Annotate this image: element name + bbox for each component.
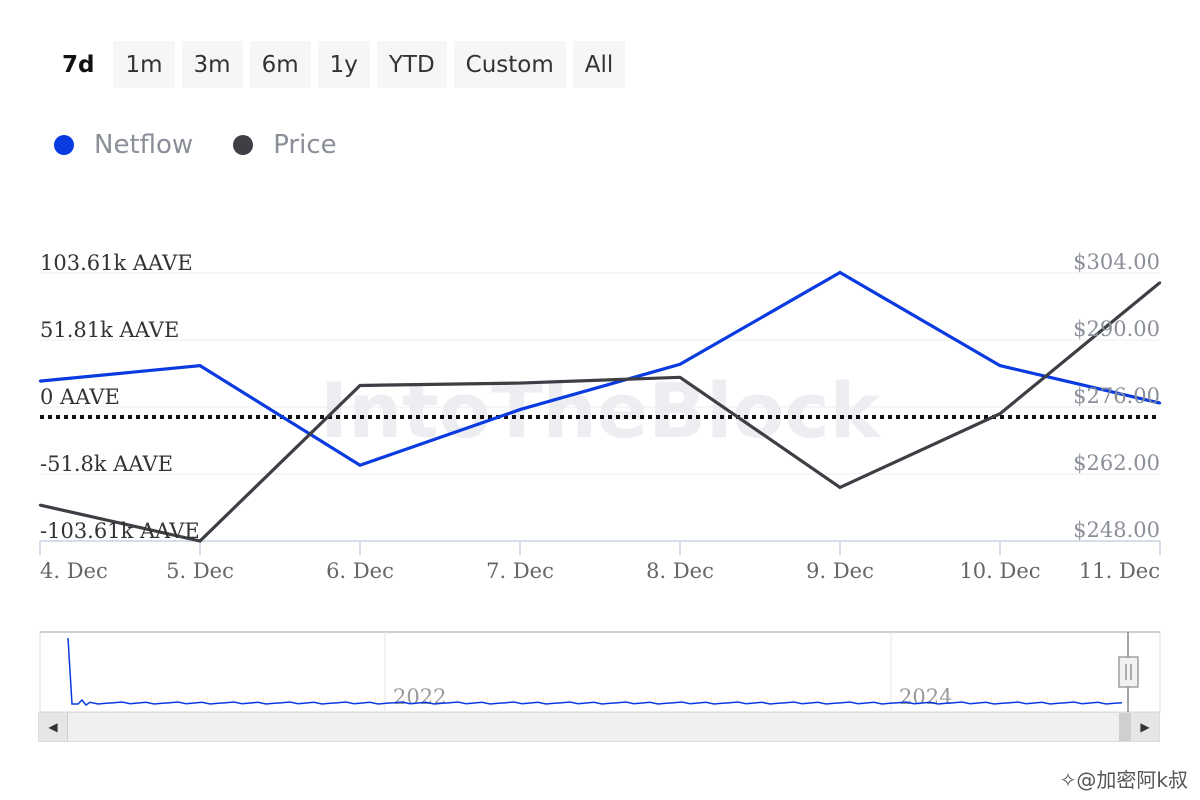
x-tick-label: 5. Dec [166, 559, 234, 583]
x-tick-label: 6. Dec [326, 559, 394, 583]
data-point-price [1158, 281, 1162, 284]
navigator-handle-icon [1118, 656, 1139, 688]
x-tick-label: 9. Dec [806, 559, 874, 583]
range-custom-button[interactable]: Custom [453, 41, 566, 88]
x-tick-label: 11. Dec [1079, 559, 1160, 583]
y-right-tick-label: $304.00 [1073, 250, 1160, 274]
range-all-button[interactable]: All [572, 41, 626, 88]
scrollbar-thumb[interactable] [1119, 713, 1131, 741]
range-7d-button[interactable]: 7d [50, 41, 107, 88]
y-left-tick-label: 103.61k AAVE [40, 251, 193, 275]
y-left-tick-label: -103.61k AAVE [40, 519, 200, 543]
legend-item-netflow[interactable]: Netflow [54, 130, 193, 160]
legend-label-price: Price [273, 130, 337, 160]
data-point-price [358, 384, 362, 387]
data-point-netflow [358, 463, 362, 467]
y-right-tick-label: $262.00 [1073, 451, 1160, 475]
y-right-tick-label: $276.00 [1073, 384, 1160, 408]
scroll-left-arrow-icon[interactable]: ◀ [39, 713, 68, 741]
range-6m-button[interactable]: 6m [249, 41, 311, 88]
data-point-price [518, 381, 522, 385]
x-tick-label: 4. Dec [40, 559, 108, 583]
legend-item-price[interactable]: Price [233, 130, 337, 160]
price-dot-icon [233, 135, 254, 155]
data-point-price [838, 486, 842, 489]
y-left-tick-label: 0 AAVE [40, 385, 120, 409]
chart-legend: Netflow Price [54, 130, 377, 160]
range-ytd-button[interactable]: YTD [376, 41, 447, 88]
data-point-netflow [38, 379, 42, 383]
range-1m-button[interactable]: 1m [113, 41, 175, 88]
data-point-netflow [678, 363, 682, 366]
x-tick-label: 8. Dec [646, 559, 714, 583]
data-point-netflow [1158, 401, 1162, 405]
y-right-tick-label: $248.00 [1073, 518, 1160, 542]
range-1y-button[interactable]: 1y [317, 41, 370, 88]
y-left-tick-label: 51.81k AAVE [40, 318, 179, 342]
navigator-year-label: 2024 [899, 685, 952, 709]
data-point-netflow [838, 271, 842, 274]
navigator-overview-line [67, 637, 1123, 707]
navigator-year-label: 2022 [393, 685, 446, 709]
series-line-price [39, 281, 1162, 543]
series-line-netflow [39, 270, 1161, 467]
data-point-price [998, 412, 1002, 415]
legend-label-netflow: Netflow [94, 130, 194, 160]
x-tick-label: 10. Dec [959, 559, 1040, 583]
footer-watermark: ✧@加密阿k叔 [1059, 768, 1188, 792]
range-selector: 7d 1m 3m 6m 1y YTD Custom All [50, 41, 626, 88]
y-left-tick-label: -51.8k AAVE [40, 452, 173, 476]
data-point-netflow [198, 364, 202, 367]
data-point-price [678, 376, 682, 379]
x-tick-label: 7. Dec [486, 559, 554, 583]
netflow-dot-icon [54, 135, 74, 155]
y-right-tick-label: $290.00 [1073, 317, 1160, 341]
navigator-scrollbar[interactable]: ◀ ▶ [38, 712, 1160, 742]
scroll-right-arrow-icon[interactable]: ▶ [1130, 713, 1159, 741]
range-3m-button[interactable]: 3m [181, 41, 243, 88]
data-point-price [38, 503, 42, 507]
data-point-netflow [518, 408, 522, 411]
data-point-netflow [998, 364, 1002, 367]
navigator-frame [39, 631, 1161, 713]
data-point-price [198, 539, 202, 543]
